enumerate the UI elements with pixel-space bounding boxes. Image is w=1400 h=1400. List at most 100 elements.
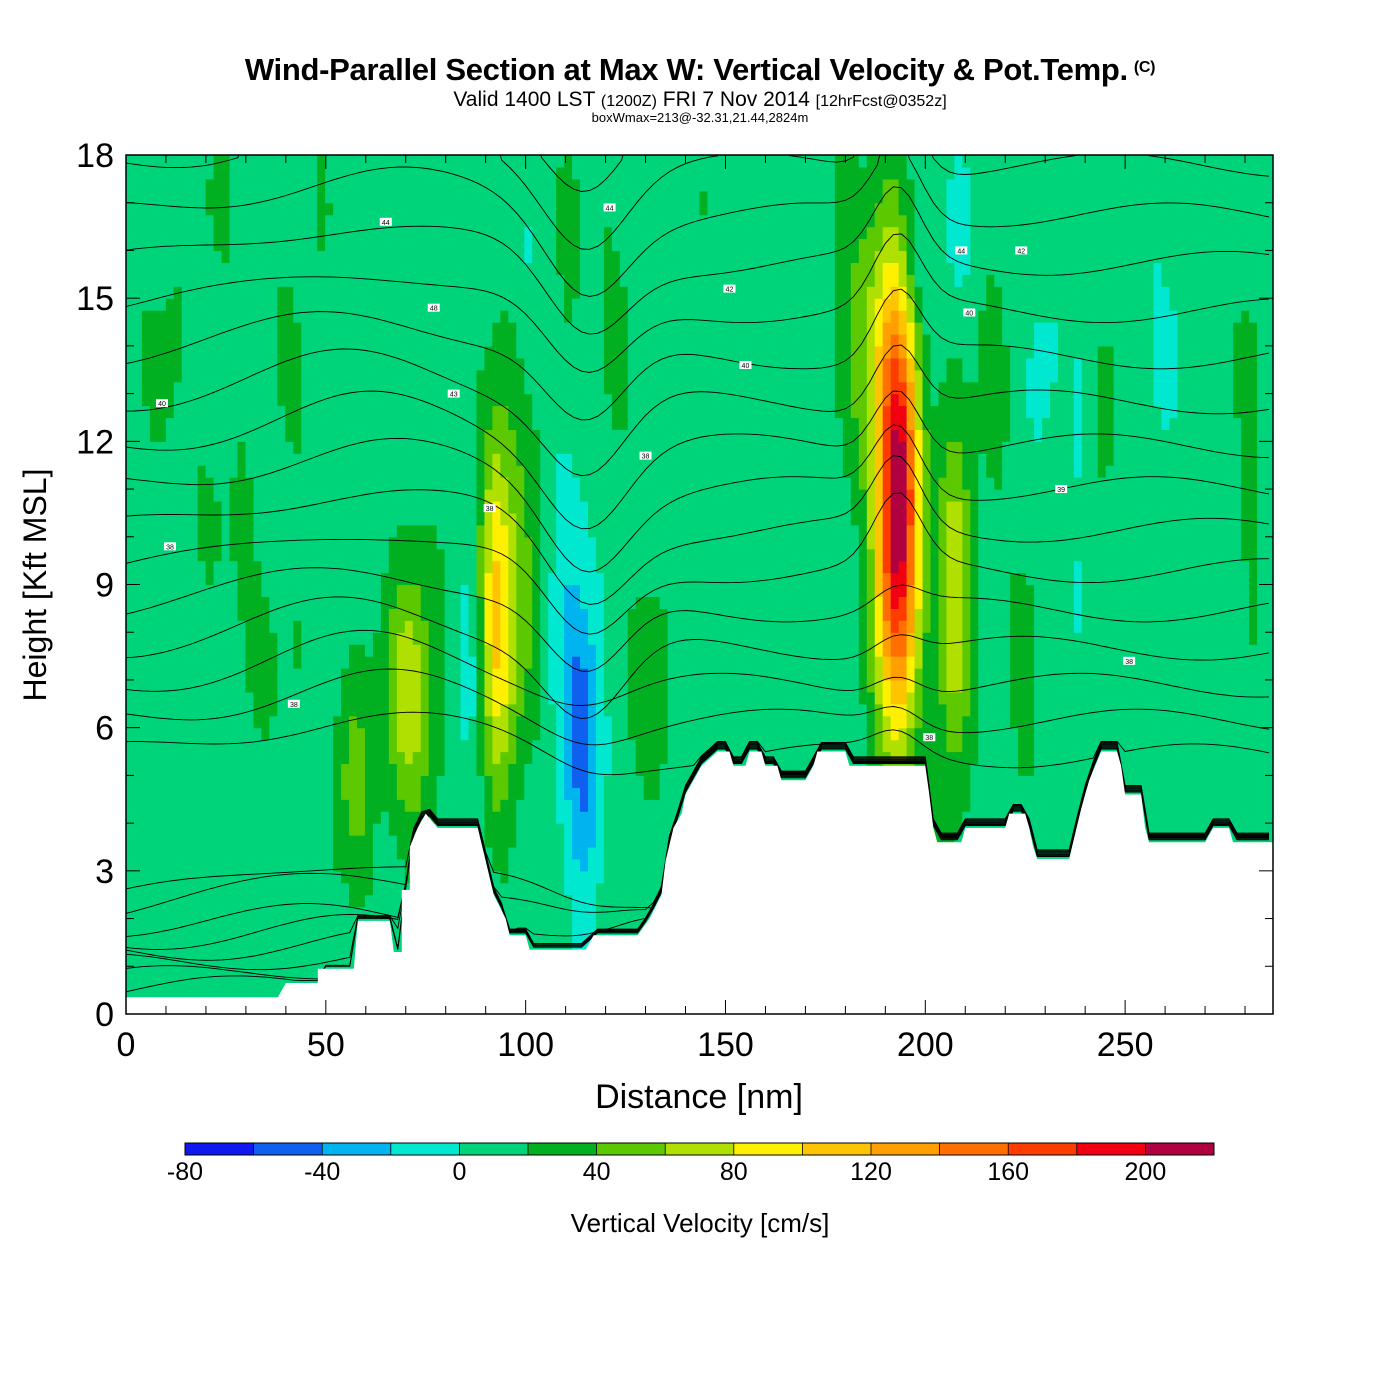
colorbar-swatch bbox=[1008, 1143, 1078, 1155]
velocity-cell bbox=[341, 155, 350, 669]
velocity-cell bbox=[500, 405, 509, 478]
velocity-cell bbox=[364, 155, 374, 657]
velocity-cell bbox=[938, 381, 948, 478]
colorbar-swatch bbox=[322, 1143, 392, 1155]
velocity-cell bbox=[994, 489, 1003, 1014]
velocity-cell bbox=[412, 524, 422, 586]
colorbar-tick-label: -80 bbox=[167, 1158, 203, 1186]
velocity-cell bbox=[484, 644, 494, 717]
velocity-cell bbox=[922, 333, 932, 430]
colorbar-tick-label: 200 bbox=[1125, 1158, 1167, 1186]
velocity-cell bbox=[1137, 155, 1147, 1014]
velocity-cell bbox=[1042, 322, 1051, 419]
velocity-cell bbox=[1042, 417, 1051, 1014]
velocity-cell bbox=[476, 369, 486, 526]
velocity-cell bbox=[906, 584, 916, 633]
y-axis-label: Height [Kft MSL] bbox=[17, 469, 53, 702]
velocity-cell bbox=[858, 238, 868, 490]
velocity-cell bbox=[396, 584, 406, 633]
velocity-cell bbox=[556, 166, 565, 275]
velocity-cell bbox=[1026, 584, 1035, 776]
terrain-mask bbox=[126, 751, 1273, 1014]
velocity-cell bbox=[1145, 155, 1155, 1014]
velocity-cell bbox=[890, 679, 900, 705]
velocity-cell bbox=[882, 357, 892, 407]
velocity-cell bbox=[380, 572, 390, 812]
velocity-cell bbox=[141, 155, 151, 311]
velocity-cell bbox=[1233, 155, 1242, 323]
velocity-cell bbox=[492, 322, 501, 407]
velocity-cell bbox=[293, 322, 302, 454]
velocity-cell bbox=[245, 155, 255, 478]
velocity-cell bbox=[341, 799, 350, 884]
velocity-cell bbox=[874, 298, 884, 347]
velocity-cell bbox=[898, 286, 908, 311]
theta-label: 43 bbox=[450, 392, 458, 399]
velocity-cell bbox=[580, 668, 589, 812]
velocity-cell bbox=[548, 572, 557, 705]
velocity-cell bbox=[818, 155, 828, 1014]
velocity-cell bbox=[277, 405, 286, 1014]
theta-label-bg bbox=[603, 203, 616, 212]
velocity-cell bbox=[253, 155, 263, 562]
velocity-cell bbox=[1073, 357, 1083, 478]
velocity-cell bbox=[890, 226, 900, 263]
x-tick-labels: 0 50 100 150 200 250 bbox=[117, 1026, 1154, 1064]
velocity-cell bbox=[595, 155, 605, 574]
velocity-cell bbox=[986, 477, 995, 1014]
velocity-cell bbox=[508, 322, 517, 430]
theta-contour-line bbox=[126, 233, 1270, 373]
velocity-cell bbox=[404, 811, 414, 884]
velocity-cell bbox=[731, 155, 740, 1014]
velocity-cell bbox=[651, 596, 661, 800]
colorbar-swatch bbox=[528, 1143, 597, 1155]
velocity-cell bbox=[1089, 155, 1099, 1014]
velocity-cell bbox=[970, 155, 979, 383]
velocity-cell bbox=[572, 178, 581, 299]
velocity-cell bbox=[1177, 155, 1186, 1014]
velocity-cell bbox=[643, 155, 653, 598]
velocity-cell bbox=[420, 524, 430, 621]
velocity-cell bbox=[922, 155, 932, 335]
velocity-cell bbox=[619, 429, 629, 1014]
velocity-cell bbox=[890, 703, 900, 741]
velocity-cell bbox=[954, 751, 963, 836]
velocity-cell bbox=[396, 155, 406, 526]
velocity-cell bbox=[237, 441, 247, 621]
velocity-cell bbox=[380, 811, 390, 1014]
velocity-cell bbox=[1073, 560, 1083, 633]
velocity-cell bbox=[572, 155, 581, 180]
velocity-cell bbox=[1241, 155, 1250, 311]
colorbar-swatch bbox=[1145, 1143, 1215, 1155]
velocity-cell bbox=[1249, 644, 1258, 1014]
theta-contour-line bbox=[126, 711, 1270, 776]
velocity-cell bbox=[213, 560, 223, 1014]
velocity-cell bbox=[659, 155, 669, 609]
y-tick-label: 0 bbox=[95, 996, 114, 1034]
theta-label-bg bbox=[963, 308, 976, 317]
theta-label: 42 bbox=[726, 287, 734, 294]
velocity-cell bbox=[165, 155, 175, 299]
velocity-cell bbox=[356, 835, 366, 908]
velocity-cell bbox=[962, 155, 971, 168]
velocity-cell bbox=[484, 715, 494, 776]
velocity-cell bbox=[914, 155, 924, 287]
velocity-cell bbox=[444, 155, 454, 1014]
velocity-cell bbox=[564, 322, 573, 454]
velocity-cell bbox=[906, 381, 916, 430]
velocity-cell bbox=[1105, 155, 1115, 347]
velocity-cell bbox=[484, 775, 494, 848]
velocity-cell bbox=[619, 155, 629, 287]
velocity-cell bbox=[962, 381, 971, 490]
velocity-cell bbox=[404, 620, 414, 765]
velocity-cell bbox=[516, 715, 525, 800]
velocity-cell bbox=[213, 250, 223, 502]
velocity-cell bbox=[675, 155, 685, 1014]
velocity-cell bbox=[508, 703, 517, 765]
velocity-cell bbox=[1105, 465, 1115, 1014]
velocity-cell bbox=[882, 178, 892, 228]
velocity-cell bbox=[564, 584, 573, 800]
velocity-cell bbox=[245, 477, 255, 693]
velocity-cell bbox=[1034, 441, 1043, 1014]
